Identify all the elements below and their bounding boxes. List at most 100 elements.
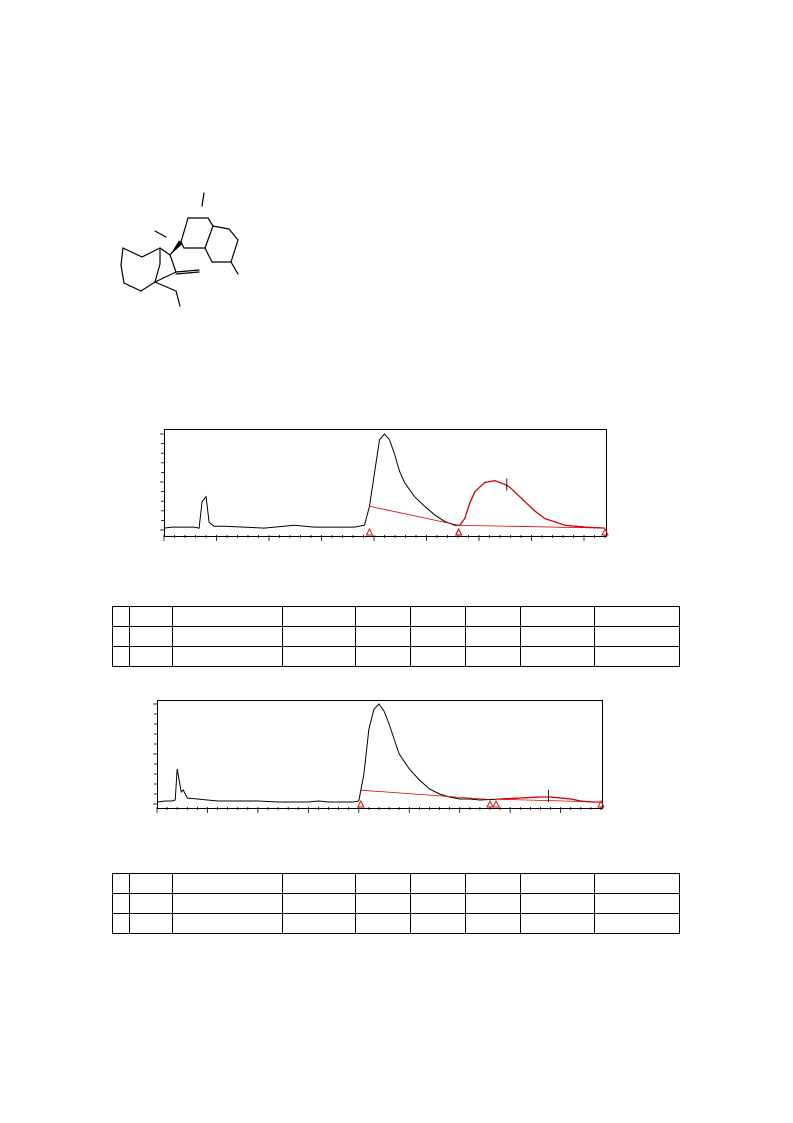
peak-table-2 — [112, 873, 680, 934]
table-cell — [410, 626, 466, 647]
table-cell — [172, 626, 283, 647]
table-cell — [594, 893, 680, 914]
table-cell — [282, 893, 356, 914]
table-cell — [520, 913, 595, 934]
table-cell — [355, 606, 411, 627]
table-cell — [112, 626, 130, 647]
table-cell — [410, 913, 466, 934]
table-cell — [410, 606, 466, 627]
table-cell — [129, 646, 173, 667]
table-cell — [112, 646, 130, 667]
table-cell — [112, 893, 130, 914]
table-cell — [172, 646, 283, 667]
bond — [159, 247, 171, 256]
table-row — [112, 913, 680, 934]
peak-end-marker — [486, 799, 494, 808]
table-cell — [410, 873, 466, 894]
bond — [154, 271, 177, 283]
peak-start-marker — [365, 527, 374, 536]
table-cell — [129, 893, 173, 914]
trace-line — [156, 703, 601, 803]
table-cell — [410, 646, 466, 667]
bond — [169, 254, 177, 273]
peak-baseline — [369, 505, 459, 526]
table-cell — [520, 873, 595, 894]
table-cell — [410, 893, 466, 914]
chromatogram-2 — [153, 703, 605, 813]
table-cell — [172, 913, 283, 934]
bond — [175, 290, 181, 307]
peak-baseline — [360, 789, 491, 800]
table-cell — [465, 913, 521, 934]
table-cell — [594, 873, 680, 894]
table-cell — [282, 873, 356, 894]
table-cell — [129, 606, 173, 627]
bond — [204, 247, 213, 263]
peak-baseline — [458, 524, 606, 529]
chromatogram-1-frame — [164, 429, 607, 537]
table-cell — [594, 626, 680, 647]
table-cell — [282, 626, 356, 647]
table-cell — [355, 893, 411, 914]
bond — [207, 217, 214, 227]
table-cell — [355, 873, 411, 894]
table-cell — [594, 646, 680, 667]
table-cell — [520, 893, 595, 914]
table-cell — [520, 626, 595, 647]
bond — [230, 239, 239, 263]
table-cell — [355, 626, 411, 647]
bond — [120, 247, 124, 266]
table-cell — [129, 873, 173, 894]
bond — [204, 225, 214, 249]
bond — [212, 225, 230, 230]
table-cell — [129, 626, 173, 647]
peak-end-marker — [597, 799, 605, 808]
bond — [122, 247, 143, 258]
peak-start-marker — [357, 799, 365, 808]
table-row — [112, 626, 680, 647]
peak-table-1 — [112, 606, 680, 667]
table-cell — [465, 626, 521, 647]
wedge-bond — [170, 240, 183, 255]
table-cell — [465, 646, 521, 667]
table-cell — [282, 606, 356, 627]
peak-end-marker — [601, 527, 609, 536]
table-cell — [594, 913, 680, 934]
table-cell — [520, 606, 595, 627]
table-cell — [465, 606, 521, 627]
bond — [180, 217, 189, 243]
bond — [154, 230, 167, 238]
table-row — [112, 646, 680, 667]
chromatogram-1 — [160, 433, 609, 541]
peak-trace — [500, 796, 601, 803]
bond — [228, 228, 239, 241]
bond — [154, 281, 177, 292]
bond — [201, 192, 205, 207]
chromatogram-2-frame — [157, 700, 603, 809]
table-cell — [112, 913, 130, 934]
table-cell — [355, 913, 411, 934]
bond — [230, 261, 239, 275]
table-cell — [594, 606, 680, 627]
bond — [175, 269, 200, 273]
bond — [175, 271, 200, 275]
peak-start-marker — [492, 799, 500, 808]
table-cell — [282, 646, 356, 667]
table-cell — [465, 873, 521, 894]
table-cell — [355, 646, 411, 667]
peak-start-marker — [454, 527, 463, 536]
molecule-structure — [120, 192, 239, 307]
bond — [140, 281, 156, 292]
table-cell — [129, 913, 173, 934]
table-row — [112, 606, 680, 627]
table-cell — [112, 873, 130, 894]
bond — [141, 247, 161, 258]
table-cell — [282, 913, 356, 934]
table-cell — [112, 606, 130, 627]
bond — [123, 282, 142, 292]
table-cell — [465, 893, 521, 914]
table-cell — [172, 893, 283, 914]
table-cell — [520, 646, 595, 667]
table-row — [112, 893, 680, 914]
table-row — [112, 873, 680, 894]
